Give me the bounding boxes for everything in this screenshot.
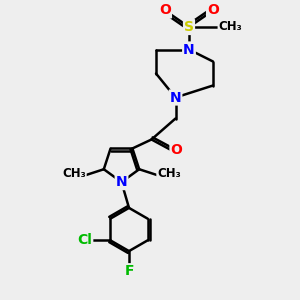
Text: Cl: Cl [77, 233, 92, 247]
Text: S: S [184, 20, 194, 34]
Text: N: N [183, 43, 195, 56]
Text: O: O [170, 143, 182, 157]
Text: CH₃: CH₃ [62, 167, 86, 180]
Text: F: F [124, 264, 134, 278]
Text: CH₃: CH₃ [218, 20, 242, 34]
Text: O: O [207, 4, 219, 17]
Text: CH₃: CH₃ [157, 167, 181, 180]
Text: N: N [170, 91, 181, 104]
Text: O: O [159, 4, 171, 17]
Text: N: N [116, 175, 127, 189]
